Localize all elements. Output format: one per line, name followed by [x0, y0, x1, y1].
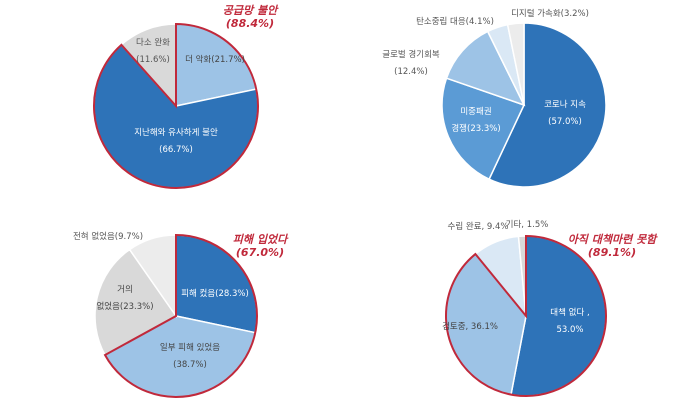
slice-label: 거의 — [117, 284, 133, 295]
highlight-outline — [103, 233, 258, 398]
slice-label: 대책 없다 , — [550, 307, 589, 318]
slice-label: (11.6%) — [136, 55, 170, 65]
slice-label: (57.0%) — [548, 117, 582, 127]
slice-label: (12.4%) — [394, 67, 428, 77]
highlight-outline — [445, 234, 607, 397]
slice-label: (66.7%) — [159, 145, 193, 155]
slice-label: 탄소중립 대응(4.1%) — [416, 16, 494, 27]
highlight-label: 공급망 불안 — [223, 4, 279, 17]
slice-label: (38.7%) — [173, 360, 207, 370]
pie-countermeasure-status: 아직 대책마련 못함(89.1%) 대책 없다 , 53.0% 검토중, 36.1% 수… — [442, 220, 658, 397]
slice-label: 53.0% — [556, 325, 583, 335]
pie-slice — [488, 22, 607, 188]
slice-label: 코로나 지속 — [544, 100, 586, 110]
highlight-outline — [93, 22, 259, 189]
slice-label: 디지털 가속화(3.2%) — [511, 8, 589, 19]
slice-label: 전혀 없었음(9.7%) — [73, 231, 143, 242]
slice-label: 지난해와 유사하게 불안 — [134, 127, 218, 138]
highlight-label: (67.0%) — [236, 246, 284, 259]
highlight-label: (88.4%) — [226, 17, 274, 30]
highlight-label: 아직 대책마련 못함 — [568, 233, 658, 246]
slice-label: 검토중, 36.1% — [442, 321, 498, 332]
slice-label: 없었음(23.3%) — [96, 301, 153, 312]
slice-label: 글로벌 경기회복 — [382, 49, 440, 60]
pie-damage-experienced: 피해 입었다(67.0%) 피해 컸음(28.3%) 일부 피해 있었음 (38.7%… — [73, 231, 289, 398]
slice-label: 더 악화(21.7%) — [185, 54, 245, 65]
highlight-label: 피해 입었다 — [233, 233, 289, 246]
slice-label: 다소 완화 — [136, 38, 170, 48]
highlight-label: (89.1%) — [588, 246, 636, 259]
slice-label: 일부 피해 있었음 — [160, 342, 220, 353]
slice-label: 경쟁(23.3%) — [451, 123, 500, 134]
slice-label: 피해 컸음(28.3%) — [181, 288, 249, 299]
pie-slice — [441, 77, 526, 181]
slice-label: 수립 완료, 9.4% — [448, 222, 509, 232]
slice-label: 기타, 1.5% — [506, 220, 549, 230]
slice-label: 미중패권 — [460, 106, 491, 117]
pie-slice — [506, 22, 525, 106]
pie-supply-chain-anxiety: 공급망 불안(88.4%) 더 악화(21.7%) 지난해와 유사하게 불안 (66.… — [93, 4, 279, 189]
pie-slice — [445, 30, 526, 107]
pie-slice — [94, 248, 178, 357]
